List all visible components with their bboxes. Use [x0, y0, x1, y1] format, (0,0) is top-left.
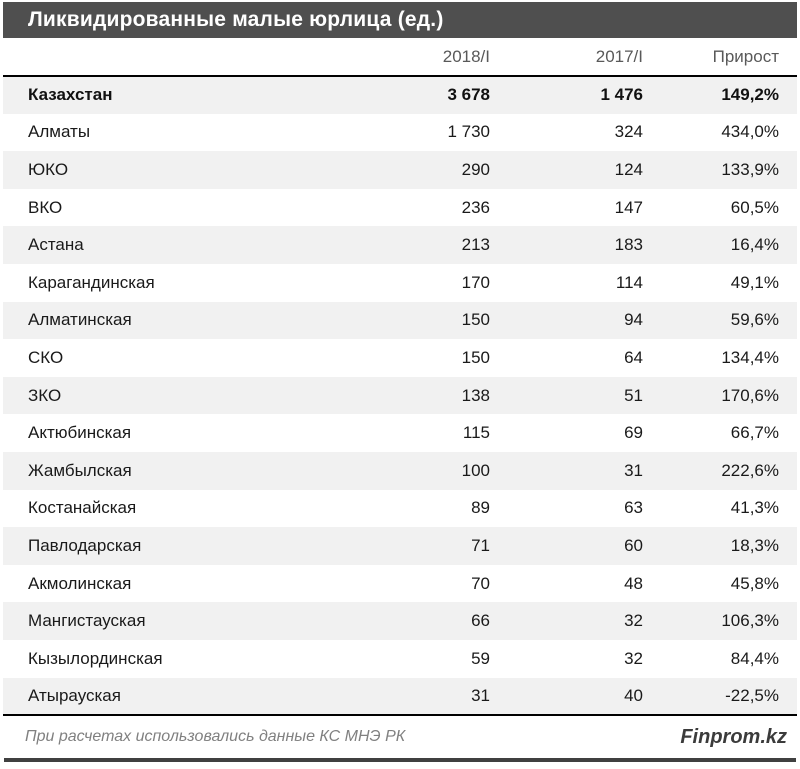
value-2018-cell: 100 — [461, 460, 490, 480]
table-body: Казахстан 3 678 1 476 149,2% Алматы 1 730 324 4… — [3, 76, 797, 717]
growth-cell: 60,5% — [730, 197, 779, 217]
value-2018-cell: 66 — [471, 611, 490, 631]
value-2017-cell: 31 — [624, 460, 643, 480]
value-2017-cell: 32 — [624, 648, 643, 668]
growth-cell: -22,5% — [643, 677, 797, 717]
value-2017-cell: 124 — [614, 159, 643, 179]
table-row: Казахстан 3 678 1 476 149,2% — [3, 76, 797, 114]
value-2017-cell: 32 — [624, 611, 643, 631]
table-row: Атырауская 31 40 -22,5% — [3, 677, 797, 717]
table-header-row: 2018/I 2017/I Прирост — [3, 38, 797, 77]
region-name-cell: Костанайская — [28, 498, 137, 518]
value-2017-cell: 114 — [615, 272, 643, 292]
table-row: ВКО 236 147 60,5% — [3, 189, 797, 227]
growth-cell: 45,8% — [730, 573, 779, 593]
growth-cell: 66,7% — [730, 423, 779, 443]
value-2017-cell: 1 476 — [600, 85, 643, 105]
region-name-cell: Павлодарская — [28, 535, 142, 555]
value-2017-cell: 324 — [614, 122, 643, 142]
table-row: Алматинская 150 94 59,6% — [3, 301, 797, 340]
table-row: ЗКО 138 51 170,6% — [3, 376, 797, 415]
growth-cell: 16,4% — [730, 235, 779, 255]
table-row: Кызылординская 59 32 84,4% — [3, 640, 797, 678]
region-name-cell: Казахстан — [28, 85, 113, 105]
region-name-cell: ВКО — [28, 197, 63, 217]
growth-cell: 18,3% — [730, 535, 779, 555]
column-header-2017: 2017/I — [490, 38, 643, 77]
growth-cell: 106,3% — [721, 611, 779, 631]
table-row: Костанайская 89 63 41,3% — [3, 490, 797, 528]
table-row: Акмолинская 70 48 45,8% — [3, 565, 797, 603]
value-2017-cell: 48 — [624, 573, 643, 593]
bottom-divider — [4, 758, 796, 763]
growth-cell: 434,0% — [721, 122, 779, 142]
value-2018-cell: 213 — [461, 235, 490, 255]
table-row: Карагандинская 170 114 49,1% — [3, 264, 797, 302]
table-row: Жамбылская 100 31 222,6% — [3, 451, 797, 490]
table-row: Павлодарская 71 60 18,3% — [3, 527, 797, 565]
value-2018-cell: 3 678 — [447, 85, 490, 105]
value-2018-cell: 290 — [461, 159, 490, 179]
growth-cell: 59,6% — [730, 310, 779, 330]
table-row: Астана 213 183 16,4% — [3, 226, 797, 264]
region-name-cell: Жамбылская — [28, 460, 132, 480]
region-name-cell: ЮКО — [28, 159, 69, 179]
value-2018-cell: 115 — [462, 423, 490, 443]
value-2018-cell: 59 — [471, 648, 490, 668]
value-2017-cell: 69 — [624, 423, 643, 443]
region-name-cell: ЗКО — [28, 385, 62, 405]
column-header-growth: Прирост — [643, 38, 797, 77]
growth-cell: 49,1% — [730, 272, 779, 292]
value-2017-cell: 64 — [624, 347, 643, 367]
source-note: При расчетах использовались данные КС МН… — [25, 728, 406, 746]
footer: При расчетах использовались данные КС МН… — [3, 716, 797, 758]
region-name-cell: СКО — [28, 347, 64, 367]
growth-cell: 222,6% — [721, 460, 779, 480]
page-title: Ликвидированные малые юрлица (ед.) — [3, 2, 797, 38]
growth-cell: 133,9% — [721, 159, 779, 179]
value-2017-cell: 147 — [614, 197, 643, 217]
region-name-cell: Мангистауская — [28, 611, 146, 631]
value-2018-cell: 138 — [461, 385, 490, 405]
regions-table: 2018/I 2017/I Прирост Казахстан 3 678 1 47… — [3, 38, 797, 717]
value-2018-cell: 71 — [471, 535, 490, 555]
table-row: Алматы 1 730 324 434,0% — [3, 114, 797, 152]
region-name-cell: Карагандинская — [28, 272, 155, 292]
value-2018-cell: 89 — [471, 498, 490, 518]
value-2017-cell: 51 — [624, 385, 643, 405]
value-2017-cell: 40 — [490, 677, 643, 717]
table-row: Мангистауская 66 32 106,3% — [3, 602, 797, 640]
growth-cell: 170,6% — [721, 385, 779, 405]
region-name-cell: Астана — [28, 235, 84, 255]
value-2018-cell: 1 730 — [447, 122, 490, 142]
value-2018-cell: 170 — [461, 272, 490, 292]
table-row: СКО 150 64 134,4% — [3, 339, 797, 377]
column-header-2018: 2018/I — [333, 38, 490, 77]
region-name-cell: Кызылординская — [28, 648, 163, 668]
value-2018-cell: 236 — [461, 197, 490, 217]
value-2018-cell: 150 — [461, 310, 490, 330]
value-2018-cell: 150 — [461, 347, 490, 367]
growth-cell: 134,4% — [721, 347, 779, 367]
value-2018-cell: 31 — [333, 677, 490, 717]
table-row: Актюбинская 115 69 66,7% — [3, 414, 797, 452]
value-2017-cell: 94 — [624, 310, 643, 330]
value-2017-cell: 183 — [614, 235, 643, 255]
table-row: ЮКО 290 124 133,9% — [3, 151, 797, 189]
region-name-cell: Алматы — [28, 122, 91, 142]
growth-cell: 84,4% — [730, 648, 779, 668]
region-name-cell: Алматинская — [28, 310, 132, 330]
brand-logo: Finprom.kz — [680, 725, 787, 748]
value-2017-cell: 63 — [624, 498, 643, 518]
region-name-cell: Актюбинская — [28, 423, 132, 443]
growth-cell: 41,3% — [730, 498, 779, 518]
value-2018-cell: 70 — [471, 573, 490, 593]
region-name-cell: Атырауская — [3, 677, 333, 717]
region-column-header — [3, 38, 333, 77]
value-2017-cell: 60 — [624, 535, 643, 555]
growth-cell: 149,2% — [721, 85, 779, 105]
region-name-cell: Акмолинская — [28, 573, 132, 593]
